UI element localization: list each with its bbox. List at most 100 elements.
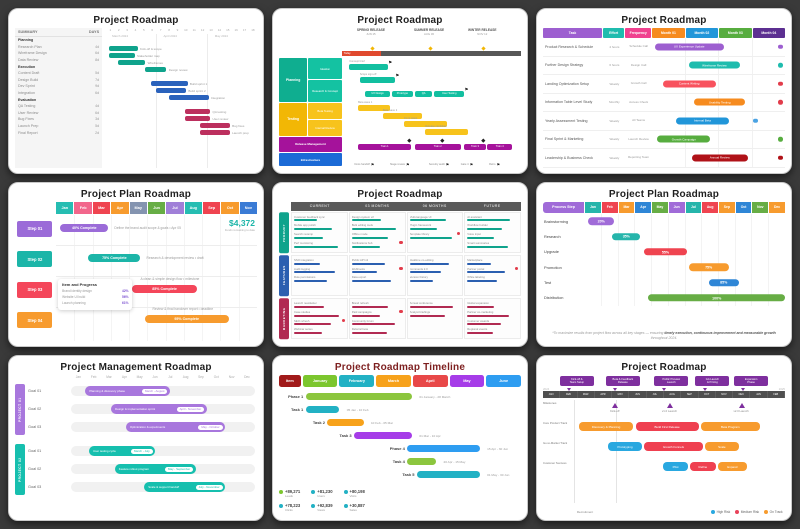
month-gridline <box>701 213 703 229</box>
process-step-header: Process Step <box>543 201 585 213</box>
month-gridline <box>684 274 686 291</box>
task-note: Define the brand audit scope & goals • A… <box>114 225 181 230</box>
kanban-item: SSO integration <box>294 258 345 265</box>
task-label: User Review <box>18 110 39 115</box>
month-gridline <box>717 244 719 260</box>
month-gridline <box>684 228 686 245</box>
kanban-item-bar <box>351 271 377 274</box>
milestone-triangle-icon <box>667 403 674 409</box>
slide-title: Project Roadmap Timeline <box>334 362 466 374</box>
kanban-item-bar <box>294 219 317 222</box>
kanban-item-bar <box>294 237 324 240</box>
gantt-bar: UX Design <box>365 91 390 97</box>
month-gridline <box>206 34 208 168</box>
milestone-header: SPRING RELEASE JUN 15 <box>349 28 393 36</box>
step-label-block: Step 04 <box>17 312 53 329</box>
roadmap-bar: Scale <box>704 442 739 452</box>
gantt-bar <box>199 123 230 128</box>
month-gridline <box>651 228 653 245</box>
month-gridline <box>651 213 653 229</box>
stat-value-row: +92,839 <box>311 503 343 508</box>
month-label: Jul <box>168 375 173 380</box>
timeline-header-pill: May <box>449 375 485 388</box>
quarter-gridline <box>685 56 687 75</box>
ruler-month-label: FEB <box>768 391 785 399</box>
slide-thumbnail-kanban-roadmap[interactable]: Project Roadmap CURRENT 03 MONTHS 06 MONTH… <box>272 181 528 348</box>
status-dot <box>753 118 758 124</box>
quarter-gridline <box>685 93 687 112</box>
task-days-value: 5d <box>95 124 100 129</box>
today-label: Today <box>343 51 351 55</box>
month-gridline <box>617 244 619 260</box>
task-days-value: 8d <box>95 58 100 63</box>
kpi-value: $4,372 <box>229 217 255 228</box>
checkpoint-label: Gate 4 <box>460 163 469 167</box>
month-gridline <box>238 214 240 342</box>
stat-value: +78,223 <box>285 503 301 508</box>
month-gridline <box>684 259 686 275</box>
month-gridline <box>751 244 753 260</box>
task-label: Content Draft <box>18 71 40 76</box>
kanban-item-bar <box>409 305 453 308</box>
slide-thumbnail-plan-steps[interactable]: Project Plan Roadmap Jan Feb Mar Apr May Jun J… <box>8 181 264 348</box>
month-label: Aug <box>182 375 189 380</box>
month-label: May 2024 <box>214 34 228 38</box>
date-note: 10 Feb - 05 Mar <box>370 420 393 425</box>
roadmap-bar: Growth Funnels <box>643 442 703 452</box>
lane-sub-label: Research & Concept <box>308 80 342 102</box>
gantt-bar: Prototype <box>391 91 413 97</box>
kanban-item-bar <box>294 228 332 231</box>
kanban-band-row: Launch newsletter Case studies SEO refresh… <box>291 298 521 340</box>
milestone-name: Kick-off <box>610 409 620 414</box>
month-label: May <box>136 375 143 380</box>
month-gridline <box>768 244 770 260</box>
stat-label: Sales <box>349 508 357 512</box>
slide-thumbnail-swimlane-gantt[interactable]: Project Roadmap SPRING RELEASE JUN 15 SUMM… <box>272 8 528 174</box>
kanban-item-bar <box>409 271 441 274</box>
task-pill-bar: Annual Review <box>691 154 748 162</box>
month-gridline <box>667 228 669 245</box>
kanban-item: Analyst briefings <box>409 310 461 317</box>
month-gridline <box>220 214 222 342</box>
slide-content: CURRENT 03 MONTHS 06 MONTHS FUTURE PRODUCT FE… <box>279 201 521 342</box>
row-divider <box>56 244 257 246</box>
timeline-bar <box>407 445 480 453</box>
row-label: Phase 1 <box>288 394 304 400</box>
gantt-bar <box>169 95 209 100</box>
slide-title: Project Roadmap <box>357 15 443 26</box>
task-name: Further Design Strategy <box>545 63 584 68</box>
kanban-item-label: Voice input <box>467 232 481 237</box>
month-label: Nov <box>228 375 235 380</box>
slide-thumbnail-milestone-roadmap[interactable]: Project Roadmap Kick-off & Team Setup Beta… <box>536 355 792 521</box>
timeline-tick: 5 <box>143 28 145 32</box>
stat-value: +89,271 <box>285 489 301 494</box>
gantt-bar: User Testing <box>434 91 465 97</box>
slide-thumbnail-roadmap-timeline[interactable]: Project Roadmap Timeline Item January Febr… <box>272 355 528 521</box>
stat-value-row: +81,230 <box>311 489 343 494</box>
kanban-item-bar <box>351 332 387 335</box>
roadmap-bar: Refine <box>690 462 716 472</box>
flag-icon: ⚑ <box>370 161 375 167</box>
timeline-bar <box>354 432 413 440</box>
slide-thumbnail-management-roadmap[interactable]: Project Management Roadmap Jan Feb Mar Apr M… <box>8 355 264 521</box>
task-days-value: 7d <box>95 77 100 82</box>
kanban-item: Launch newsletter <box>294 301 345 308</box>
month-gridline <box>600 274 602 291</box>
slide-thumbnail-task-table[interactable]: Project Roadmap Task Effort Frequency Month… <box>536 8 792 174</box>
month-header-cell: Oct <box>735 201 752 213</box>
gantt-bar <box>151 81 188 86</box>
task-label: Integration <box>18 91 35 96</box>
slide-thumbnail-process-gantt[interactable]: Project Plan Roadmap Process Step Jan Feb M… <box>536 181 792 348</box>
column-header-label: CURRENT <box>309 204 330 209</box>
milestone-diamond-icon <box>428 46 433 51</box>
gantt-bar-label: Wireframes <box>147 60 163 65</box>
month-gridline <box>751 228 753 245</box>
kanban-item: Bulk editing tools <box>351 223 403 231</box>
band-rail-label: MARKETING <box>279 298 289 340</box>
checkpoint-label: Stage review <box>389 163 405 167</box>
timeline-tick: 10 <box>184 28 188 32</box>
gantt-bar: Train 2 <box>414 144 461 150</box>
kanban-item-bar <box>294 271 336 274</box>
slide-thumbnail-gantt-overview[interactable]: Project Roadmap SUMMARY DAYS Planning Resea… <box>8 8 264 174</box>
milestone-label: SUMMER RELEASE <box>413 28 445 32</box>
